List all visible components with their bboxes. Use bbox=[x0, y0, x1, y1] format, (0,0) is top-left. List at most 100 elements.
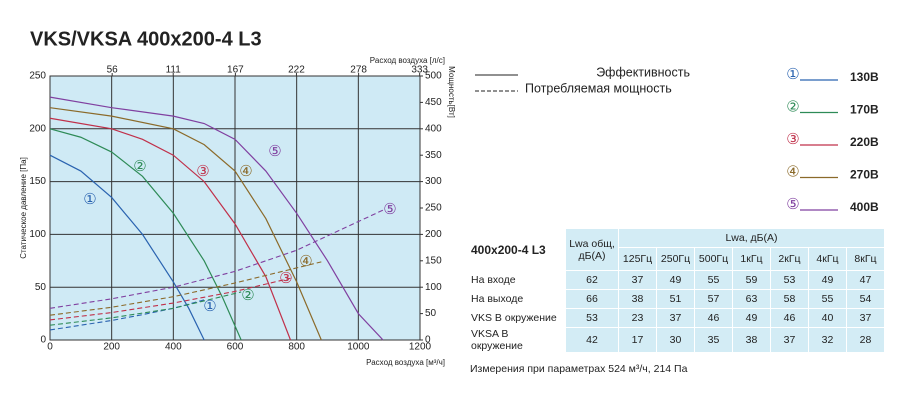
y2-tick-label: 150 bbox=[425, 255, 442, 266]
legend-label: 400В bbox=[850, 200, 879, 214]
legend-label: 170В bbox=[850, 103, 879, 117]
table-cell: 28 bbox=[846, 327, 885, 353]
y-label: Статическое давление [Па] bbox=[19, 157, 28, 259]
x2-tick-label: 222 bbox=[288, 65, 305, 76]
y-tick-label: 50 bbox=[35, 282, 47, 293]
table-cell: 46 bbox=[770, 308, 809, 328]
y2-tick-label: 450 bbox=[425, 97, 442, 108]
y-tick-label: 200 bbox=[29, 123, 46, 134]
curve-marker: ② bbox=[133, 158, 146, 175]
table-cell: 17 bbox=[618, 327, 657, 353]
table-cell: 8кГц bbox=[846, 247, 885, 271]
y2-tick-label: 500 bbox=[425, 71, 442, 82]
x-tick-label: 1000 bbox=[347, 342, 370, 353]
table-cell: 37 bbox=[656, 308, 695, 328]
table-cell: 53 bbox=[565, 308, 619, 328]
curve-marker: ⑤ bbox=[268, 143, 281, 160]
table-cell: 37 bbox=[846, 308, 885, 328]
table-cell: 30 bbox=[656, 327, 695, 353]
legend-marker: ④ bbox=[786, 163, 799, 180]
x-tick-label: 800 bbox=[288, 342, 305, 353]
curve-marker: ④ bbox=[299, 253, 312, 270]
y-tick-label: 100 bbox=[29, 229, 46, 240]
power-line bbox=[49, 261, 322, 316]
x-tick-label: 400 bbox=[165, 342, 182, 353]
table-row: 125Гц 250Гц 500Гц 1кГц 2кГц 4кГц 8кГц bbox=[469, 247, 885, 271]
curve-marker: ⑤ bbox=[383, 201, 396, 218]
y2-tick-label: 300 bbox=[425, 176, 442, 187]
table-cell: Lwa, дБ(А) bbox=[618, 228, 885, 248]
chart-title: VKS/VKSA 400x200-4 L3 bbox=[30, 28, 262, 50]
table-row: VKS В окружение 53 23 37 46 49 46 40 37 bbox=[468, 308, 885, 328]
y2-tick-label: 350 bbox=[425, 150, 442, 161]
curve-marker: ① bbox=[203, 298, 216, 315]
pressure-line bbox=[49, 96, 384, 341]
curve-marker: ③ bbox=[279, 270, 292, 287]
table-cell: 500Гц bbox=[694, 247, 733, 271]
x-tick-label: 1200 bbox=[409, 342, 432, 353]
x-tick-label: 600 bbox=[227, 342, 244, 353]
table-cell: 54 bbox=[846, 289, 885, 309]
pressure-line bbox=[49, 154, 205, 341]
table-cell: VKSA В окружение bbox=[468, 327, 566, 353]
style-legend-label: Потребляемая мощность bbox=[525, 81, 672, 95]
table-row: VKSA В окружение 42 17 30 35 38 37 32 28 bbox=[468, 327, 885, 353]
table-cell: На выходе bbox=[468, 289, 566, 309]
table-cell: 53 bbox=[770, 270, 809, 290]
table-cell: 63 bbox=[732, 289, 771, 309]
y2-tick-label: 100 bbox=[425, 282, 442, 293]
legend-label: 220В bbox=[850, 135, 879, 149]
legend-marker: ① bbox=[786, 66, 799, 83]
table-cell: 62 bbox=[565, 270, 619, 290]
table-cell: 2кГц bbox=[770, 247, 809, 271]
y-tick-label: 150 bbox=[29, 176, 46, 187]
table-cell: 58 bbox=[770, 289, 809, 309]
table-cell: 49 bbox=[808, 270, 847, 290]
curve-marker: ① bbox=[83, 191, 96, 208]
curve-marker: ④ bbox=[239, 163, 252, 180]
power-line bbox=[49, 277, 291, 321]
pressure-line bbox=[49, 128, 242, 341]
curve-marker: ② bbox=[241, 287, 254, 304]
legend-label: 130В bbox=[850, 70, 879, 84]
table-cell: 1кГц bbox=[732, 247, 771, 271]
table-cell: Lwa общ, дБ(А) bbox=[565, 228, 619, 271]
plot-border bbox=[49, 75, 421, 341]
x2-tick-label: 333 bbox=[411, 65, 428, 76]
table-cell: 37 bbox=[770, 327, 809, 353]
table-cell: 55 bbox=[694, 270, 733, 290]
table-row: На выходе 66 38 51 57 63 58 55 54 bbox=[468, 289, 885, 309]
pressure-line bbox=[49, 117, 292, 341]
table-cell: На входе bbox=[468, 270, 566, 290]
pressure-line bbox=[49, 107, 322, 341]
y-tick-label: 0 bbox=[40, 335, 46, 346]
y2-tick-label: 250 bbox=[425, 203, 442, 214]
table-cell: 23 bbox=[618, 308, 657, 328]
table-cell: 37 bbox=[618, 270, 657, 290]
table-cell: 38 bbox=[618, 289, 657, 309]
y2-tick-label: 50 bbox=[425, 308, 437, 319]
x2-tick-label: 278 bbox=[350, 65, 367, 76]
table-cell: 49 bbox=[732, 308, 771, 328]
x-tick-label: 200 bbox=[103, 342, 120, 353]
style-legend-label: Эффективность bbox=[596, 65, 690, 79]
note: Измерения при параметрах 524 м³/ч, 214 П… bbox=[470, 363, 688, 375]
table-cell: 47 bbox=[846, 270, 885, 290]
legend-label: 270В bbox=[850, 168, 879, 182]
y2-tick-label: 400 bbox=[425, 123, 442, 134]
table-cell: 35 bbox=[694, 327, 733, 353]
legend-marker: ③ bbox=[786, 131, 799, 148]
power-line bbox=[49, 209, 384, 309]
table-cell: 42 bbox=[565, 327, 619, 353]
table-cell: 66 bbox=[565, 289, 619, 309]
y2-tick-label: 200 bbox=[425, 229, 442, 240]
table-cell: 400x200-4 L3 bbox=[468, 228, 566, 271]
table-cell: 59 bbox=[732, 270, 771, 290]
x2-tick-label: 56 bbox=[107, 65, 119, 76]
noise-table: 400x200-4 L3 Lwa общ, дБ(А) Lwa, дБ(А) 125Г… bbox=[468, 228, 885, 353]
y-tick-label: 250 bbox=[29, 71, 46, 82]
table-cell: 46 bbox=[694, 308, 733, 328]
table-row: 400x200-4 L3 Lwa общ, дБ(А) Lwa, дБ(А) bbox=[468, 228, 885, 271]
